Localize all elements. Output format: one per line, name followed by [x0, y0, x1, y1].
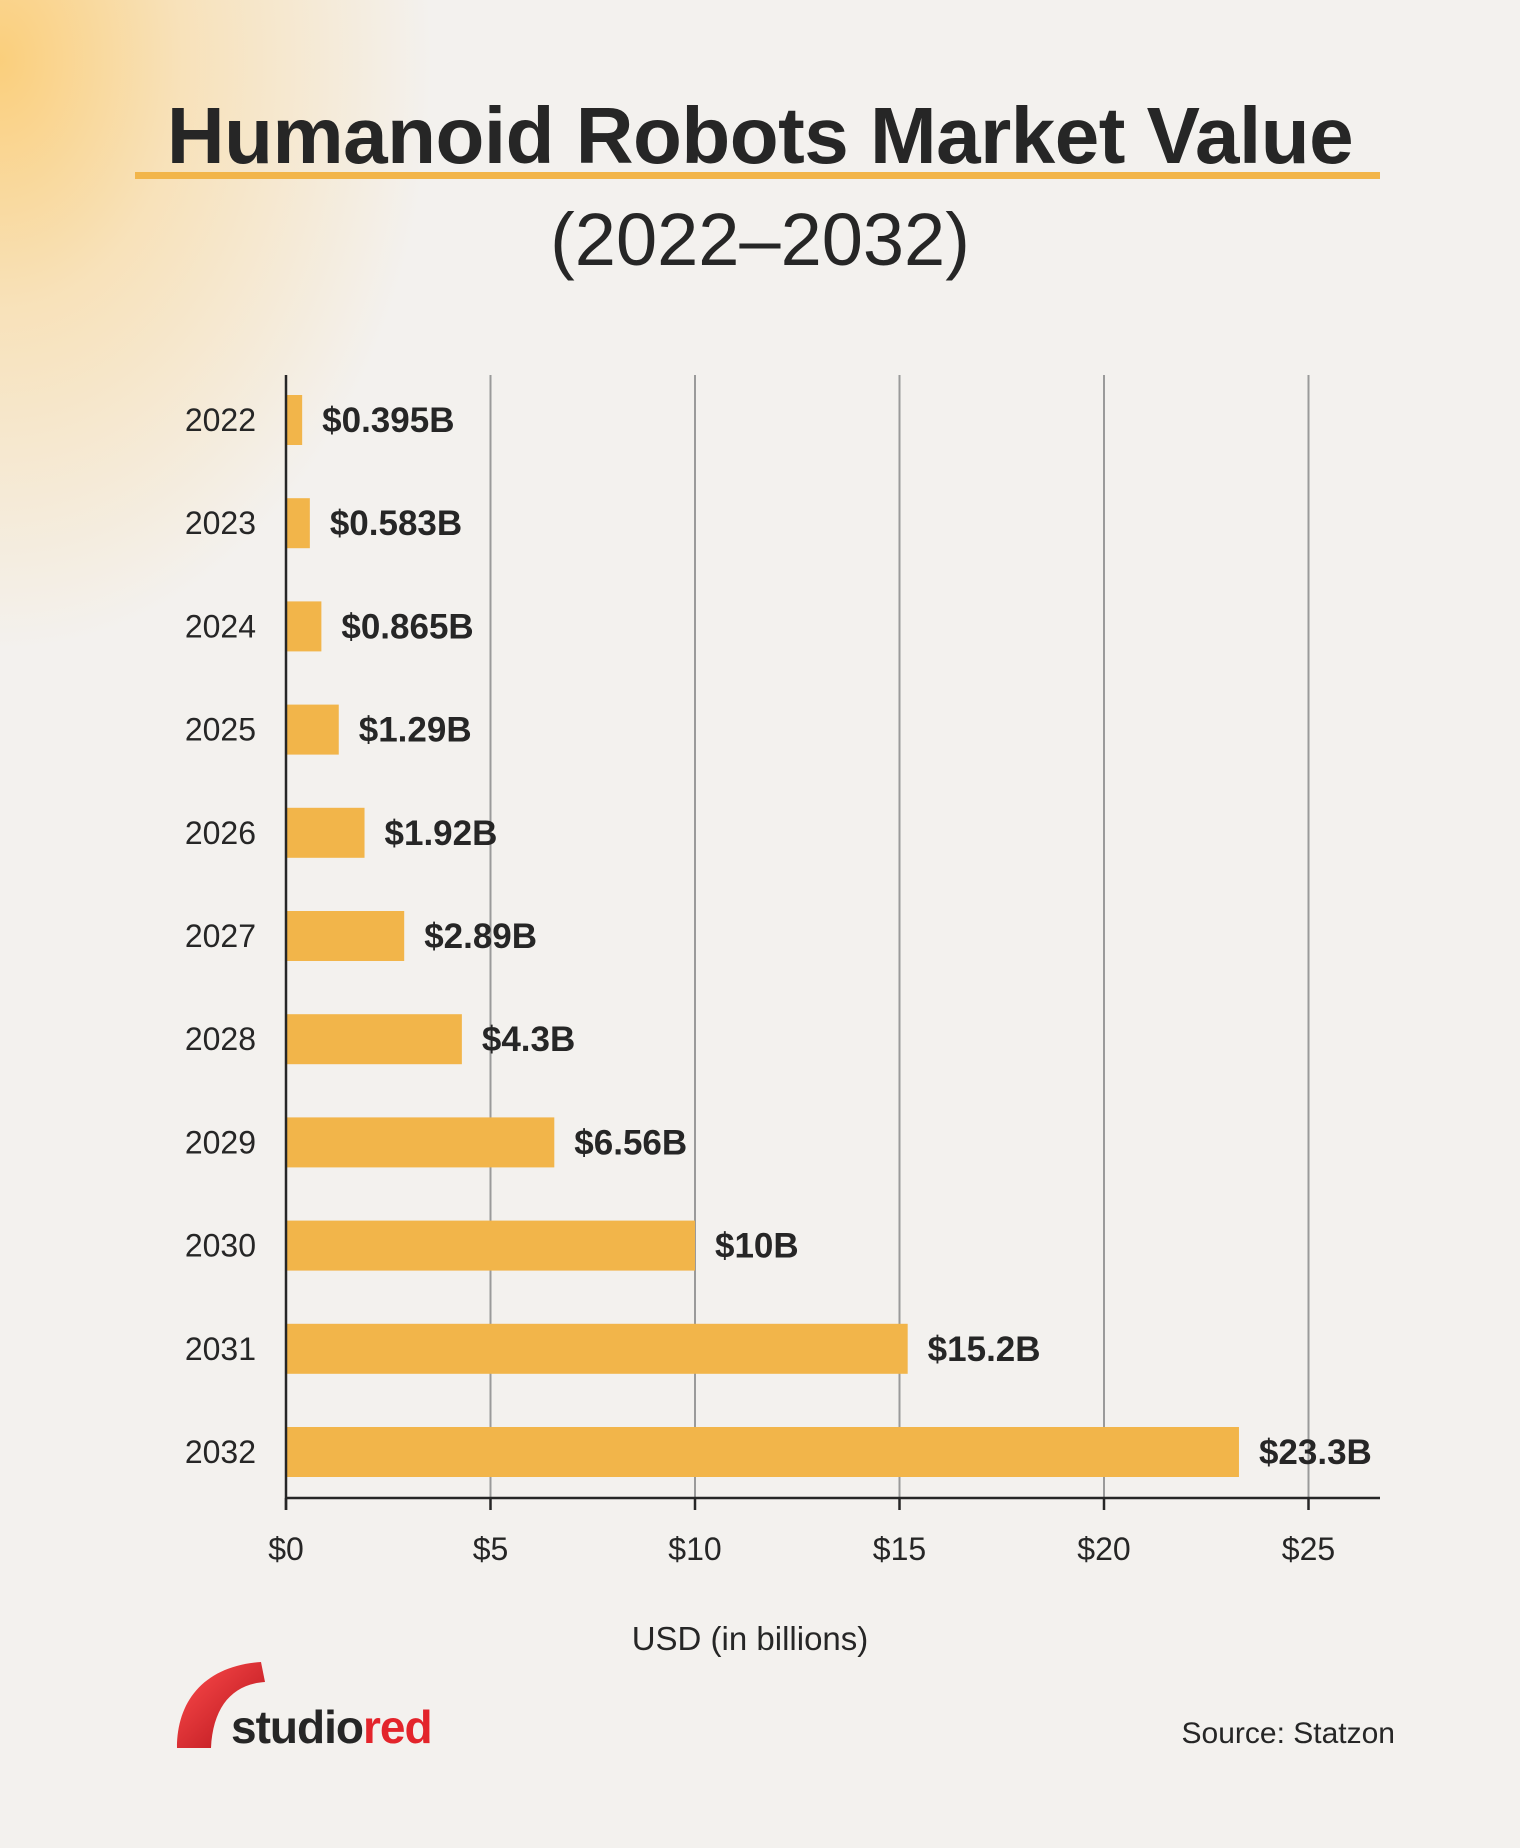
data-label: $0.583B [330, 504, 462, 543]
data-label: $1.92B [385, 814, 498, 853]
y-tick-label: 2032 [185, 1434, 256, 1470]
y-tick-label: 2028 [185, 1021, 256, 1057]
y-tick-label: 2023 [185, 505, 256, 541]
bar [286, 1014, 462, 1065]
x-axis-title: USD (in billions) [632, 1620, 869, 1657]
bar [286, 395, 303, 445]
bar [286, 1220, 695, 1271]
bar [286, 1427, 1239, 1477]
x-tick-label: $10 [668, 1531, 721, 1567]
x-tick-label: $15 [873, 1531, 926, 1567]
studiored-logo: studiored [175, 1660, 445, 1753]
y-tick-label: 2029 [185, 1124, 256, 1160]
data-label: $0.395B [322, 401, 454, 440]
data-label: $1.29B [359, 711, 472, 750]
bar [286, 704, 339, 755]
logo-text-studio: studio [231, 1701, 364, 1753]
data-label: $4.3B [482, 1020, 575, 1059]
chart-subtitle: (2022–2032) [550, 198, 970, 281]
x-tick-label: $20 [1077, 1531, 1130, 1567]
data-label: $6.56B [574, 1123, 687, 1162]
data-label: $2.89B [424, 917, 537, 956]
source-note: Source: Statzon [1181, 1717, 1395, 1750]
logo-text-red: red [362, 1701, 433, 1753]
y-tick-label: 2022 [185, 402, 256, 438]
y-tick-label: 2027 [185, 918, 256, 954]
x-tick-label: $5 [473, 1531, 509, 1567]
x-tick-label: $25 [1282, 1531, 1335, 1567]
y-tick-label: 2024 [185, 608, 256, 644]
x-tick-label: $0 [268, 1531, 304, 1567]
bar [286, 1323, 908, 1374]
y-tick-label: 2031 [185, 1331, 256, 1367]
y-tick-label: 2030 [185, 1228, 256, 1264]
bar [286, 601, 322, 652]
bar [286, 498, 310, 549]
y-tick-label: 2026 [185, 815, 256, 851]
bar [286, 807, 365, 858]
data-label: $10B [715, 1227, 799, 1266]
logo-arc-icon [177, 1662, 265, 1748]
logo-wordmark: studiored [231, 1701, 433, 1753]
chart-title: Humanoid Robots Market Value [166, 91, 1354, 180]
data-label: $23.3B [1259, 1433, 1372, 1472]
data-label: $0.865B [341, 607, 473, 646]
y-tick-label: 2025 [185, 712, 256, 748]
title-underline [135, 172, 1380, 179]
data-label: $15.2B [928, 1330, 1041, 1369]
bar [286, 1117, 555, 1168]
bar [286, 911, 405, 961]
